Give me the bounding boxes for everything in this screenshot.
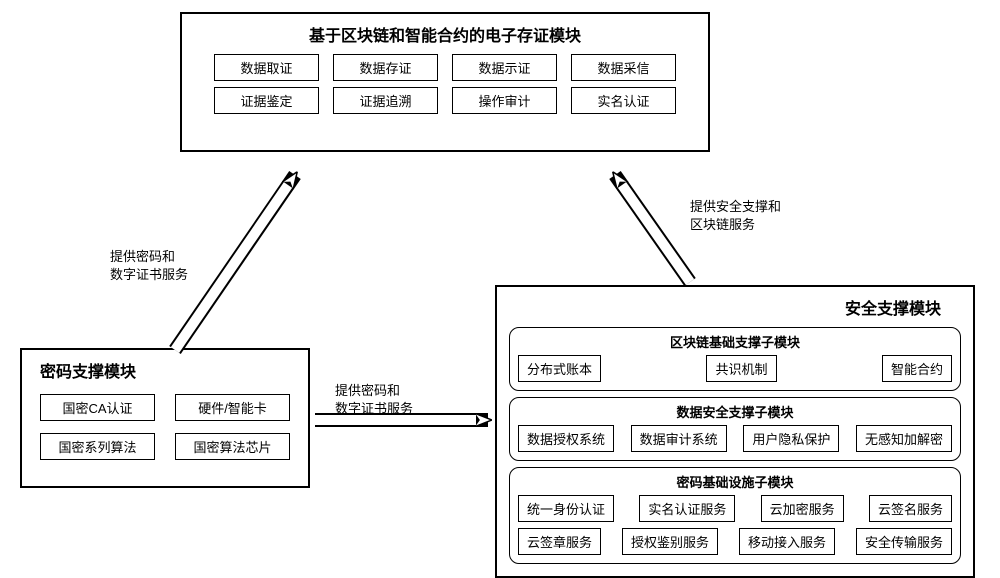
arrow-label-left-right: 提供密码和数字证书服务 xyxy=(335,382,413,417)
evidence-cell: 数据采信 xyxy=(571,54,676,81)
crypto-cell: 国密算法芯片 xyxy=(175,433,290,460)
evidence-cell: 操作审计 xyxy=(452,87,557,114)
security-cell: 统一身份认证 xyxy=(518,495,614,522)
security-cell: 云签章服务 xyxy=(518,528,601,555)
security-cell: 云签名服务 xyxy=(869,495,952,522)
security-submodule-title: 密码基础设施子模块 xyxy=(518,472,952,491)
security-support-submodules: 区块链基础支撑子模块分布式账本 共识机制 智能合约数据安全支撑子模块数据授权系统数据… xyxy=(509,327,961,564)
security-cell: 数据授权系统 xyxy=(518,425,614,452)
security-cell: 移动接入服务 xyxy=(739,528,835,555)
evidence-cell: 数据存证 xyxy=(333,54,438,81)
security-cell: 数据审计系统 xyxy=(631,425,727,452)
crypto-cell: 国密CA认证 xyxy=(40,394,155,421)
evidence-cell: 证据鉴定 xyxy=(214,87,319,114)
security-support-title: 安全支撑模块 xyxy=(509,295,961,319)
security-submodule: 密码基础设施子模块统一身份认证实名认证服务云加密服务云签名服务云签章服务授权鉴别… xyxy=(509,467,961,564)
security-cell: 实名认证服务 xyxy=(639,495,735,522)
security-cell: 分布式账本 xyxy=(518,355,601,382)
security-submodule: 区块链基础支撑子模块分布式账本 共识机制 智能合约 xyxy=(509,327,961,391)
security-submodule: 数据安全支撑子模块数据授权系统数据审计系统用户隐私保护无感知加解密 xyxy=(509,397,961,461)
security-cell: 共识机制 xyxy=(706,355,776,382)
security-cell: 用户隐私保护 xyxy=(743,425,839,452)
security-cell: 授权鉴别服务 xyxy=(622,528,718,555)
security-cell: 云加密服务 xyxy=(761,495,844,522)
security-cell: 无感知加解密 xyxy=(856,425,952,452)
crypto-support-title: 密码支撑模块 xyxy=(34,358,296,382)
security-submodule-title: 数据安全支撑子模块 xyxy=(518,402,952,421)
evidence-cell: 数据示证 xyxy=(452,54,557,81)
security-submodule-title: 区块链基础支撑子模块 xyxy=(518,332,952,351)
evidence-cell: 数据取证 xyxy=(214,54,319,81)
security-cell: 智能合约 xyxy=(882,355,952,382)
security-support-module: 安全支撑模块 区块链基础支撑子模块分布式账本共识机制智能合约数据安全支撑子模块数… xyxy=(495,285,975,578)
electronic-evidence-cells: 数据取证数据存证数据示证数据采信证据鉴定证据追溯操作审计实名认证 xyxy=(194,54,696,114)
security-submodule-cells: 统一身份认证实名认证服务云加密服务云签名服务云签章服务授权鉴别服务移动接入服务安… xyxy=(518,495,952,555)
evidence-cell: 证据追溯 xyxy=(333,87,438,114)
electronic-evidence-module: 基于区块链和智能合约的电子存证模块 数据取证数据存证数据示证数据采信证据鉴定证据… xyxy=(180,12,710,152)
crypto-support-cells: 国密CA认证硬件/智能卡国密系列算法国密算法芯片 xyxy=(34,390,296,464)
crypto-cell: 国密系列算法 xyxy=(40,433,155,460)
arrow-label-right-top: 提供安全支撑和区块链服务 xyxy=(690,198,781,233)
security-cell: 安全传输服务 xyxy=(856,528,952,555)
security-submodule-cells: 数据授权系统数据审计系统用户隐私保护无感知加解密 xyxy=(518,425,952,452)
security-submodule-cells: 分布式账本 共识机制 智能合约 xyxy=(518,355,952,382)
crypto-cell: 硬件/智能卡 xyxy=(175,394,290,421)
arrow-label-left-top: 提供密码和数字证书服务 xyxy=(110,248,188,283)
evidence-cell: 实名认证 xyxy=(571,87,676,114)
crypto-support-module: 密码支撑模块 国密CA认证硬件/智能卡国密系列算法国密算法芯片 xyxy=(20,348,310,488)
electronic-evidence-title: 基于区块链和智能合约的电子存证模块 xyxy=(194,22,696,46)
